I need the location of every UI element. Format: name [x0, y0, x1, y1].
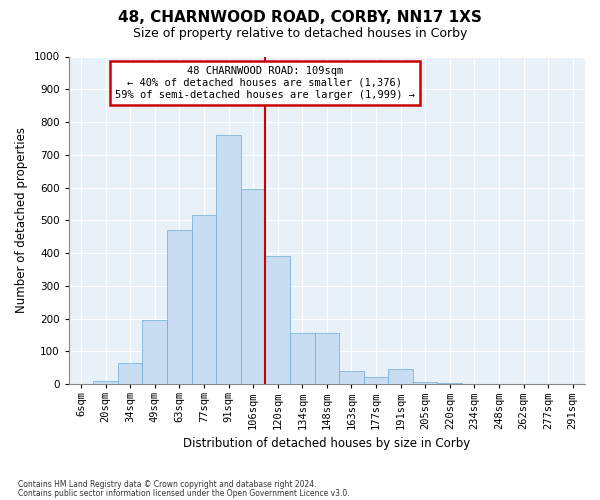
Y-axis label: Number of detached properties: Number of detached properties — [15, 128, 28, 314]
Bar — [413, 382, 437, 384]
Bar — [216, 135, 241, 384]
Text: 48 CHARNWOOD ROAD: 109sqm
← 40% of detached houses are smaller (1,376)
59% of se: 48 CHARNWOOD ROAD: 109sqm ← 40% of detac… — [115, 66, 415, 100]
Bar — [93, 381, 118, 384]
Text: 48, CHARNWOOD ROAD, CORBY, NN17 1XS: 48, CHARNWOOD ROAD, CORBY, NN17 1XS — [118, 10, 482, 25]
X-axis label: Distribution of detached houses by size in Corby: Distribution of detached houses by size … — [183, 437, 470, 450]
Bar — [437, 383, 462, 384]
Text: Size of property relative to detached houses in Corby: Size of property relative to detached ho… — [133, 28, 467, 40]
Bar — [118, 363, 142, 384]
Text: Contains public sector information licensed under the Open Government Licence v3: Contains public sector information licen… — [18, 488, 350, 498]
Bar — [241, 189, 265, 384]
Bar — [314, 334, 339, 384]
Bar — [388, 370, 413, 384]
Bar — [167, 230, 191, 384]
Bar — [191, 216, 216, 384]
Bar — [265, 256, 290, 384]
Bar — [290, 334, 314, 384]
Bar — [339, 371, 364, 384]
Text: Contains HM Land Registry data © Crown copyright and database right 2024.: Contains HM Land Registry data © Crown c… — [18, 480, 317, 489]
Bar — [364, 377, 388, 384]
Bar — [142, 320, 167, 384]
